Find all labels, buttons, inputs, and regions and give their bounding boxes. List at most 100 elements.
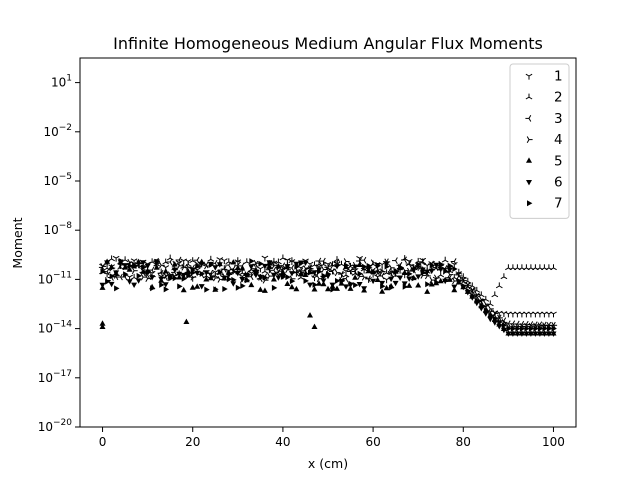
data-point-series-5 (383, 284, 390, 291)
data-point-series-7 (492, 315, 499, 322)
data-point-series-7 (249, 258, 255, 265)
data-point-series-2 (279, 254, 287, 261)
data-point-series-6 (352, 264, 359, 270)
data-point-series-7 (393, 268, 399, 274)
data-markers (98, 254, 558, 337)
legend-marker (527, 200, 533, 207)
data-point-series-7 (141, 264, 147, 271)
y-tick-label: 101 (51, 74, 72, 90)
data-point-series-7 (226, 276, 233, 283)
data-point-series-7 (145, 269, 151, 276)
data-point-series-3 (401, 256, 407, 264)
data-point-series-7 (470, 292, 476, 299)
data-point-series-3 (378, 272, 385, 280)
data-point-series-6 (293, 261, 300, 268)
data-point-series-7 (289, 278, 296, 285)
data-point-series-3 (247, 273, 254, 281)
data-point-series-6 (261, 263, 268, 270)
data-point-series-6 (491, 320, 498, 326)
data-point-series-7 (402, 283, 409, 290)
data-point-series-1 (383, 277, 390, 284)
data-point-series-6 (343, 284, 349, 290)
data-point-series-7 (465, 287, 472, 294)
data-point-series-3 (392, 257, 398, 264)
data-point-series-7 (181, 275, 188, 282)
data-point-series-5 (424, 288, 431, 294)
x-tick-label: 80 (456, 435, 471, 449)
data-point-series-4 (158, 261, 165, 269)
data-point-series-5 (446, 276, 453, 282)
data-point-series-6 (361, 286, 368, 292)
data-point-series-7 (542, 325, 548, 332)
data-point-series-6 (131, 282, 138, 288)
data-point-series-3 (328, 268, 335, 275)
data-point-series-4 (474, 291, 481, 299)
data-point-series-7 (136, 272, 142, 279)
data-point-series-7 (371, 268, 377, 275)
data-point-series-7 (366, 262, 372, 269)
data-point-series-6 (126, 279, 133, 285)
data-point-series-6 (509, 331, 516, 337)
data-point-series-7 (452, 266, 458, 272)
data-point-series-4 (131, 267, 138, 275)
data-point-series-6 (221, 275, 228, 281)
data-point-series-6 (311, 270, 318, 276)
data-point-series-5 (374, 276, 381, 282)
data-point-series-7 (258, 260, 264, 267)
data-point-series-7 (308, 269, 314, 276)
data-point-series-6 (406, 276, 413, 282)
data-point-series-2 (243, 258, 251, 265)
data-point-series-5 (316, 280, 322, 286)
data-point-series-4 (479, 296, 485, 303)
data-point-series-3 (175, 256, 182, 264)
data-point-series-7 (407, 270, 413, 277)
data-point-series-3 (116, 273, 123, 281)
data-point-series-7 (177, 283, 183, 290)
data-point-series-4 (424, 272, 431, 280)
x-axis-ticks: 0 20 40 60 80 100 (99, 427, 565, 449)
data-point-series-6 (122, 263, 129, 269)
data-point-series-2 (234, 257, 242, 264)
data-point-series-3 (166, 258, 173, 266)
data-point-series-7 (114, 285, 120, 292)
data-point-series-6 (288, 271, 295, 277)
data-point-series-6 (140, 260, 147, 266)
data-point-series-7 (118, 258, 124, 264)
data-point-series-5 (135, 258, 142, 264)
data-point-series-5 (266, 263, 273, 269)
data-point-series-5 (270, 276, 277, 282)
data-point-series-7 (208, 261, 215, 268)
data-point-series-6 (243, 272, 250, 279)
data-point-series-6 (216, 262, 223, 268)
data-point-series-1 (261, 255, 269, 262)
data-point-series-6 (523, 331, 530, 337)
legend-marker (525, 93, 533, 100)
data-point-series-7 (353, 282, 359, 289)
data-point-series-6 (329, 282, 336, 288)
x-tick-label: 60 (365, 435, 380, 449)
data-point-series-3 (337, 270, 344, 278)
x-tick-label: 20 (185, 435, 200, 449)
data-point-series-6 (270, 272, 277, 279)
data-point-series-7 (100, 268, 106, 275)
data-point-series-6 (410, 268, 417, 274)
data-point-series-5 (257, 286, 264, 292)
data-point-series-3 (315, 257, 322, 265)
data-point-series-4 (213, 274, 219, 282)
data-point-series-7 (186, 272, 192, 279)
data-point-series-7 (217, 269, 224, 276)
plot-frame (79, 57, 577, 428)
legend-label: 4 (554, 132, 563, 148)
data-point-series-5 (325, 285, 331, 292)
legend-label: 5 (554, 153, 563, 169)
data-point-series-7 (519, 325, 526, 332)
y-axis-ticks: 10−20 10−17 10−14 10−11 10−8 10−5 10−2 101 (38, 74, 80, 434)
data-point-series-7 (280, 273, 287, 280)
data-point-series-7 (235, 284, 242, 291)
data-point-series-5 (126, 266, 133, 272)
data-point-series-7 (123, 271, 129, 278)
x-tick-label: 100 (542, 435, 565, 449)
data-point-series-6 (239, 277, 246, 283)
legend-label: 7 (554, 196, 563, 212)
data-point-series-7 (154, 258, 161, 265)
